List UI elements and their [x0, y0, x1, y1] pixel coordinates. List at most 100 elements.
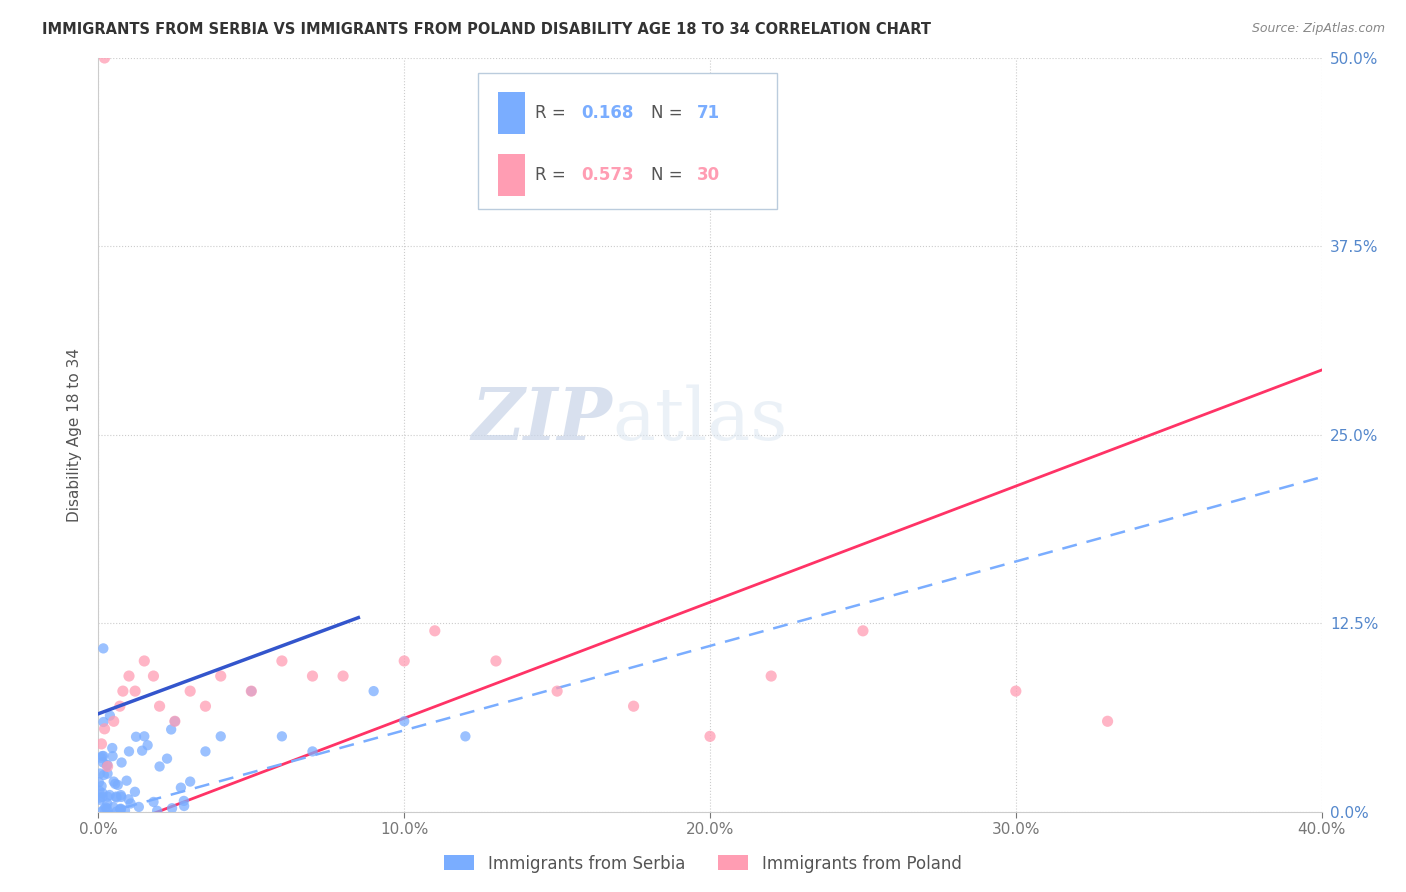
Point	[91, 756, 114, 770]
Point	[97, 759, 120, 773]
Text: IMMIGRANTS FROM SERBIA VS IMMIGRANTS FROM POLAND DISABILITY AGE 18 TO 34 CORRELA: IMMIGRANTS FROM SERBIA VS IMMIGRANTS FRO…	[42, 22, 931, 37]
Point	[110, 789, 132, 804]
Point	[101, 741, 124, 756]
Point	[93, 714, 115, 729]
Point	[156, 751, 179, 765]
Point	[91, 786, 114, 800]
Point	[90, 805, 112, 819]
Point	[103, 714, 125, 729]
Point	[91, 641, 114, 656]
Point	[96, 757, 118, 772]
Point	[160, 801, 183, 815]
Text: Source: ZipAtlas.com: Source: ZipAtlas.com	[1251, 22, 1385, 36]
Point	[105, 805, 128, 819]
Point	[149, 759, 172, 773]
Text: 0.168: 0.168	[582, 104, 634, 122]
Point	[96, 802, 118, 816]
Point	[485, 654, 508, 668]
Point	[87, 775, 110, 789]
Point	[103, 774, 125, 789]
Point	[546, 684, 568, 698]
Point	[117, 792, 139, 806]
Bar	[498, 154, 526, 195]
Point	[142, 795, 165, 809]
Point	[93, 51, 115, 65]
Point	[96, 766, 118, 780]
Point	[194, 699, 217, 714]
Point	[110, 803, 132, 817]
Point	[110, 788, 132, 802]
Point	[852, 624, 875, 638]
Point	[93, 802, 115, 816]
Point	[91, 789, 114, 804]
Text: N =: N =	[651, 104, 688, 122]
Text: R =: R =	[536, 166, 571, 184]
Y-axis label: Disability Age 18 to 34: Disability Age 18 to 34	[67, 348, 83, 522]
Point	[96, 797, 118, 811]
Point	[118, 744, 141, 758]
Point	[90, 751, 112, 765]
Point	[89, 793, 111, 807]
Point	[240, 684, 263, 698]
Point	[363, 684, 385, 698]
Point	[134, 654, 156, 668]
Text: 30: 30	[696, 166, 720, 184]
Point	[392, 654, 416, 668]
Point	[111, 684, 134, 698]
Point	[160, 723, 183, 737]
Legend: Immigrants from Serbia, Immigrants from Poland: Immigrants from Serbia, Immigrants from …	[437, 848, 969, 880]
Point	[98, 708, 121, 723]
Text: ZIP: ZIP	[471, 384, 612, 455]
Point	[170, 780, 193, 795]
Point	[105, 789, 128, 804]
Point	[209, 669, 232, 683]
FancyBboxPatch shape	[478, 73, 778, 209]
Point	[149, 699, 172, 714]
Point	[104, 777, 127, 791]
Point	[209, 730, 232, 744]
Point	[240, 684, 263, 698]
Point	[89, 766, 111, 780]
Point	[107, 778, 129, 792]
Point	[118, 669, 141, 683]
Point	[179, 684, 201, 698]
Text: atlas: atlas	[612, 384, 787, 455]
Point	[163, 714, 186, 729]
Point	[1097, 714, 1119, 729]
Point	[125, 730, 148, 744]
Text: 0.573: 0.573	[582, 166, 634, 184]
Point	[120, 797, 142, 811]
Point	[115, 773, 138, 788]
Point	[423, 624, 446, 638]
Point	[93, 722, 115, 736]
Point	[124, 785, 146, 799]
Point	[96, 758, 118, 772]
Point	[103, 800, 125, 814]
Point	[623, 699, 645, 714]
Point	[136, 738, 159, 752]
Point	[93, 768, 115, 782]
Point	[332, 669, 354, 683]
Point	[699, 730, 721, 744]
Point	[194, 744, 217, 758]
Point	[173, 794, 195, 808]
Point	[759, 669, 782, 683]
Text: 71: 71	[696, 104, 720, 122]
Point	[90, 779, 112, 793]
Point	[98, 788, 121, 802]
Point	[392, 714, 416, 729]
Point	[124, 684, 146, 698]
Point	[97, 789, 120, 804]
Point	[94, 800, 117, 814]
Bar	[498, 92, 526, 134]
Point	[270, 730, 292, 744]
Point	[301, 669, 323, 683]
Point	[146, 804, 169, 818]
Point	[110, 802, 132, 816]
Text: R =: R =	[536, 104, 571, 122]
Point	[128, 800, 150, 814]
Point	[173, 799, 195, 814]
Point	[454, 730, 477, 744]
Point	[89, 783, 111, 797]
Point	[270, 654, 292, 668]
